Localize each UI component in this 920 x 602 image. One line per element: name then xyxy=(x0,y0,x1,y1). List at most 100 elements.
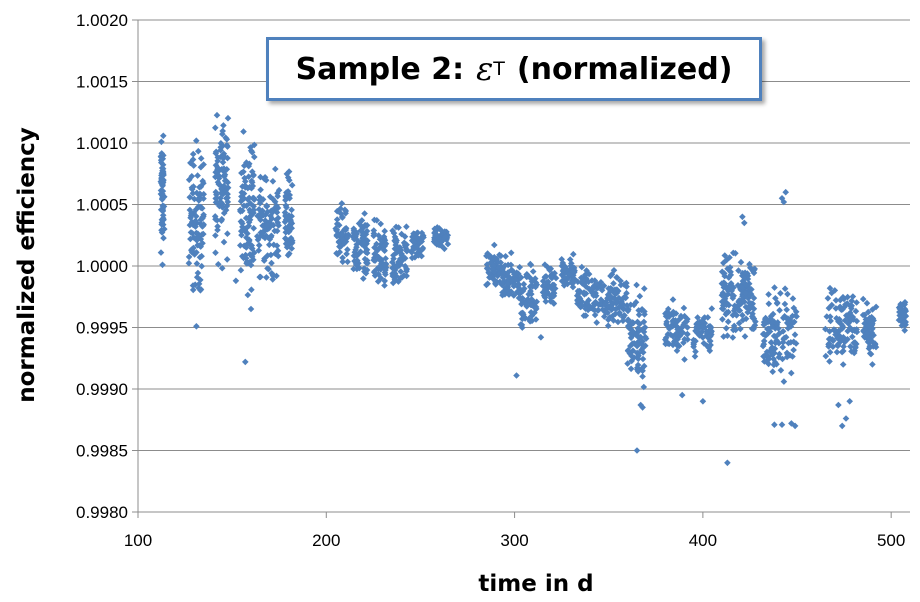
data-point xyxy=(362,270,370,277)
data-point xyxy=(493,255,501,263)
data-point xyxy=(288,245,295,252)
data-point xyxy=(338,200,346,207)
data-point xyxy=(598,283,606,291)
data-point xyxy=(601,313,608,320)
data-point xyxy=(610,280,617,287)
data-point xyxy=(282,216,290,223)
data-point xyxy=(283,204,290,211)
data-point xyxy=(630,354,638,361)
data-point xyxy=(222,206,230,214)
data-point xyxy=(549,286,556,293)
data-point xyxy=(267,251,275,259)
data-point xyxy=(835,318,842,325)
data-point xyxy=(215,175,223,182)
data-point xyxy=(354,257,361,264)
data-point xyxy=(852,307,860,315)
data-point xyxy=(274,219,282,226)
data-point xyxy=(397,268,405,275)
data-point xyxy=(249,168,256,175)
data-point xyxy=(287,234,295,242)
data-point xyxy=(398,230,405,238)
data-point xyxy=(361,255,369,263)
data-point xyxy=(389,264,396,272)
data-point xyxy=(739,213,746,221)
data-point xyxy=(344,258,351,266)
data-point xyxy=(220,209,228,217)
data-point xyxy=(634,341,642,349)
data-point xyxy=(382,266,389,274)
data-point xyxy=(353,231,360,238)
data-point xyxy=(532,279,540,286)
data-point xyxy=(272,165,279,173)
data-point xyxy=(581,271,589,279)
data-point xyxy=(263,274,270,281)
data-point xyxy=(580,312,588,319)
data-point xyxy=(846,398,853,405)
data-point xyxy=(200,190,207,198)
data-point xyxy=(514,275,522,282)
data-point xyxy=(339,214,346,221)
data-point xyxy=(613,297,620,305)
data-point xyxy=(158,138,165,146)
data-point xyxy=(200,211,207,219)
data-point xyxy=(435,241,442,248)
chart-title-subscript: T xyxy=(493,58,505,80)
data-point xyxy=(789,312,796,320)
data-point xyxy=(288,224,295,232)
data-point xyxy=(237,208,244,215)
data-point xyxy=(240,168,247,176)
data-point xyxy=(393,263,400,271)
data-point xyxy=(282,235,289,242)
data-point xyxy=(574,300,581,307)
data-point xyxy=(634,325,642,332)
data-point xyxy=(723,301,730,309)
data-point xyxy=(683,318,690,325)
data-point xyxy=(669,341,677,349)
data-point xyxy=(840,334,847,341)
data-point xyxy=(507,261,515,269)
data-point xyxy=(537,334,545,341)
data-point xyxy=(218,215,226,223)
y-tick-label: 1.0020 xyxy=(76,11,128,30)
data-point xyxy=(578,301,586,309)
data-point xyxy=(501,262,509,269)
data-point xyxy=(721,295,729,303)
data-point xyxy=(268,259,275,267)
data-point xyxy=(185,176,193,184)
data-point xyxy=(158,196,166,203)
data-point xyxy=(771,284,778,291)
data-point xyxy=(848,348,855,355)
data-point xyxy=(629,347,637,354)
data-point xyxy=(232,277,240,285)
data-point xyxy=(414,229,421,236)
data-point xyxy=(353,252,360,260)
data-point xyxy=(627,325,635,333)
data-point xyxy=(496,278,504,286)
data-point xyxy=(185,253,193,261)
data-point xyxy=(371,272,379,279)
data-point xyxy=(255,242,263,249)
data-point xyxy=(158,172,165,179)
data-point xyxy=(569,268,577,275)
data-point xyxy=(220,168,228,176)
data-point xyxy=(341,206,349,214)
data-point xyxy=(212,173,219,181)
data-point xyxy=(361,210,368,217)
data-point xyxy=(584,306,592,314)
data-point xyxy=(286,177,293,184)
data-point xyxy=(610,317,617,324)
data-point xyxy=(732,311,740,318)
data-point xyxy=(640,344,647,351)
data-point xyxy=(559,259,567,267)
data-point xyxy=(776,350,783,358)
x-tick-label: 300 xyxy=(500,531,528,550)
data-point xyxy=(789,295,797,302)
data-point xyxy=(680,322,687,329)
data-point xyxy=(187,159,194,167)
data-point xyxy=(547,298,554,305)
data-point xyxy=(719,305,727,313)
data-point xyxy=(573,292,581,299)
data-point xyxy=(375,271,382,278)
data-point xyxy=(257,186,264,194)
data-point xyxy=(748,286,755,293)
